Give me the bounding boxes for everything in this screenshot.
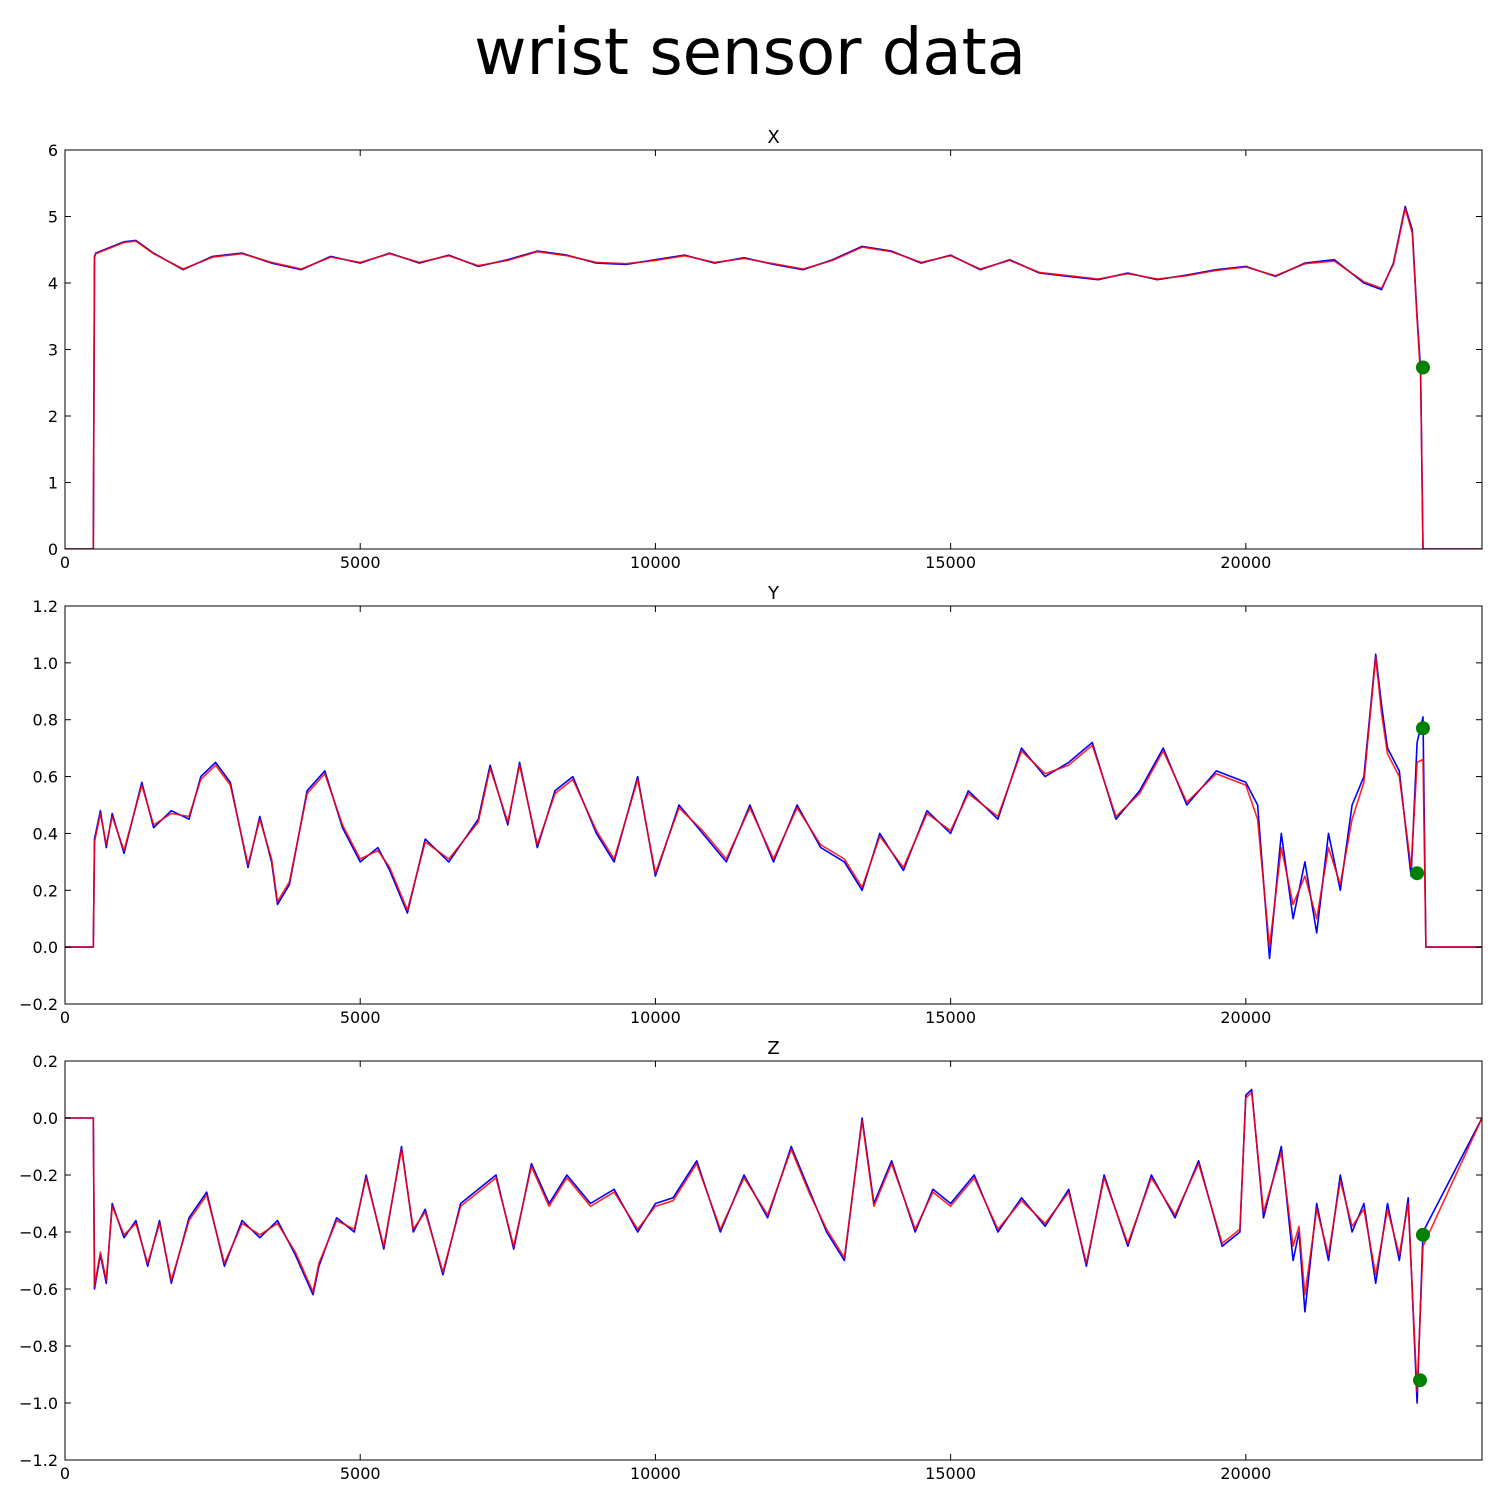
y-tick-label: 0.8 — [33, 711, 58, 730]
marker-point — [1415, 360, 1430, 375]
panel-z: 0 5000 10000 15000 20000 −1.2 −1.0 −0.8 −0.6 −0.4… — [19, 1038, 1483, 1483]
y-tick-label: 3 — [48, 341, 58, 360]
y-tick-label: −0.2 — [19, 995, 58, 1014]
x-tick-label: 5000 — [340, 1008, 381, 1027]
y-tick-label: −0.4 — [19, 1223, 58, 1242]
series-line-blue — [65, 653, 1482, 960]
x-tick-label: 20000 — [1220, 1008, 1271, 1027]
y-tick-label: 1 — [48, 474, 58, 493]
axes-frame — [64, 149, 1483, 550]
x-tick-label: 10000 — [630, 1008, 681, 1027]
x-tick-label: 15000 — [925, 1008, 976, 1027]
y-tick-label: 4 — [48, 274, 58, 293]
y-tick-label: 1.0 — [33, 654, 58, 673]
series-line-red — [65, 207, 1482, 549]
y-tick-label: −0.6 — [19, 1280, 58, 1299]
y-tick-label: 0 — [48, 540, 58, 559]
marker-point — [1415, 1227, 1430, 1242]
y-tick-label: 0.0 — [33, 938, 58, 957]
marker-point — [1410, 866, 1425, 881]
x-tick-label: 0 — [60, 1008, 70, 1027]
panel-x: 0 5000 10000 15000 20000 0 1 2 3 4 5 6 X — [48, 127, 1483, 572]
y-tick-label: −1.2 — [19, 1451, 58, 1470]
y-tick-label: 2 — [48, 407, 58, 426]
figure-title: wrist sensor data — [474, 16, 1026, 90]
y-tick-label: 0.6 — [33, 768, 58, 787]
x-tick-label: 0 — [60, 1464, 70, 1483]
x-tick-label: 15000 — [925, 1464, 976, 1483]
series-line-red — [65, 1091, 1482, 1393]
marker-point — [1413, 1373, 1428, 1388]
x-tick-label: 0 — [60, 553, 70, 572]
x-tick-label: 20000 — [1220, 1464, 1271, 1483]
series-line-red — [65, 656, 1482, 948]
y-tick-label: 6 — [48, 141, 58, 160]
y-tick-label: 0.0 — [33, 1109, 58, 1128]
x-tick-label: 20000 — [1220, 553, 1271, 572]
y-tick-label: −1.0 — [19, 1394, 58, 1413]
y-tick-label: −0.2 — [19, 1166, 58, 1185]
axes-frame — [64, 605, 1483, 1005]
y-tick-label: 5 — [48, 208, 58, 227]
y-tick-label: 0.4 — [33, 824, 58, 843]
x-tick-label: 15000 — [925, 553, 976, 572]
x-tick-label: 5000 — [340, 553, 381, 572]
series-line-blue — [65, 205, 1482, 549]
panel-title: Y — [767, 583, 780, 604]
y-tick-label: 0.2 — [33, 881, 58, 900]
y-tick-label: −0.8 — [19, 1337, 58, 1356]
panel-title: X — [767, 127, 779, 148]
x-tick-label: 10000 — [630, 1464, 681, 1483]
axes-frame — [64, 1060, 1483, 1461]
panel-y: 0 5000 10000 15000 20000 −0.2 0.0 0.2 0.4 0.6 0.8 1… — [19, 583, 1483, 1027]
series-line-blue — [65, 1088, 1482, 1404]
x-tick-label: 10000 — [630, 553, 681, 572]
y-tick-label: 0.2 — [33, 1052, 58, 1071]
y-tick-label: 1.2 — [33, 597, 58, 616]
marker-point — [1415, 721, 1430, 736]
panel-title: Z — [767, 1038, 779, 1059]
x-tick-label: 5000 — [340, 1464, 381, 1483]
